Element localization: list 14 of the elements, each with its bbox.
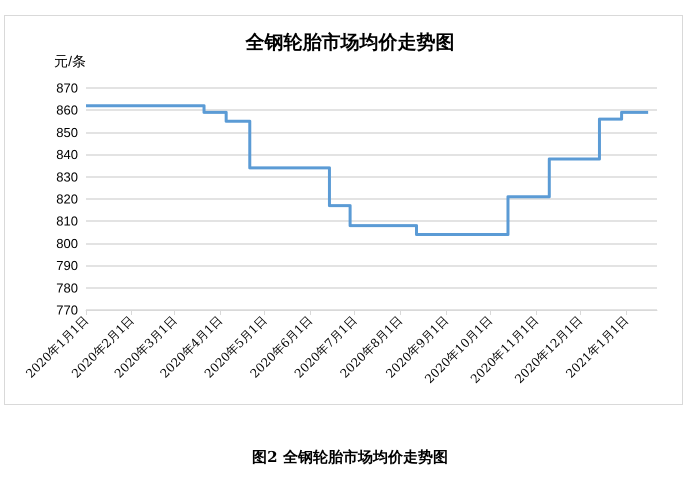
- y-tick-label: 780: [56, 280, 78, 296]
- y-tick-label: 850: [56, 124, 78, 140]
- y-tick-label: 800: [56, 236, 78, 251]
- y-tick-label: 820: [56, 192, 78, 206]
- y-tick-label: 770: [56, 302, 78, 318]
- y-tick-label: 790: [56, 258, 78, 274]
- caption: 图2 全钢轮胎市场均价走势图: [251, 448, 449, 467]
- y-tick-label: 830: [56, 169, 78, 184]
- y-tick-label: 870: [56, 80, 78, 96]
- y-tick-label: 810: [56, 214, 78, 229]
- chart-title: 全钢轮胎市场均价走势图: [244, 32, 454, 54]
- y-tick-label: 840: [56, 147, 78, 162]
- y-axis-title: 元/条: [54, 53, 86, 69]
- y-tick-label: 860: [56, 102, 78, 118]
